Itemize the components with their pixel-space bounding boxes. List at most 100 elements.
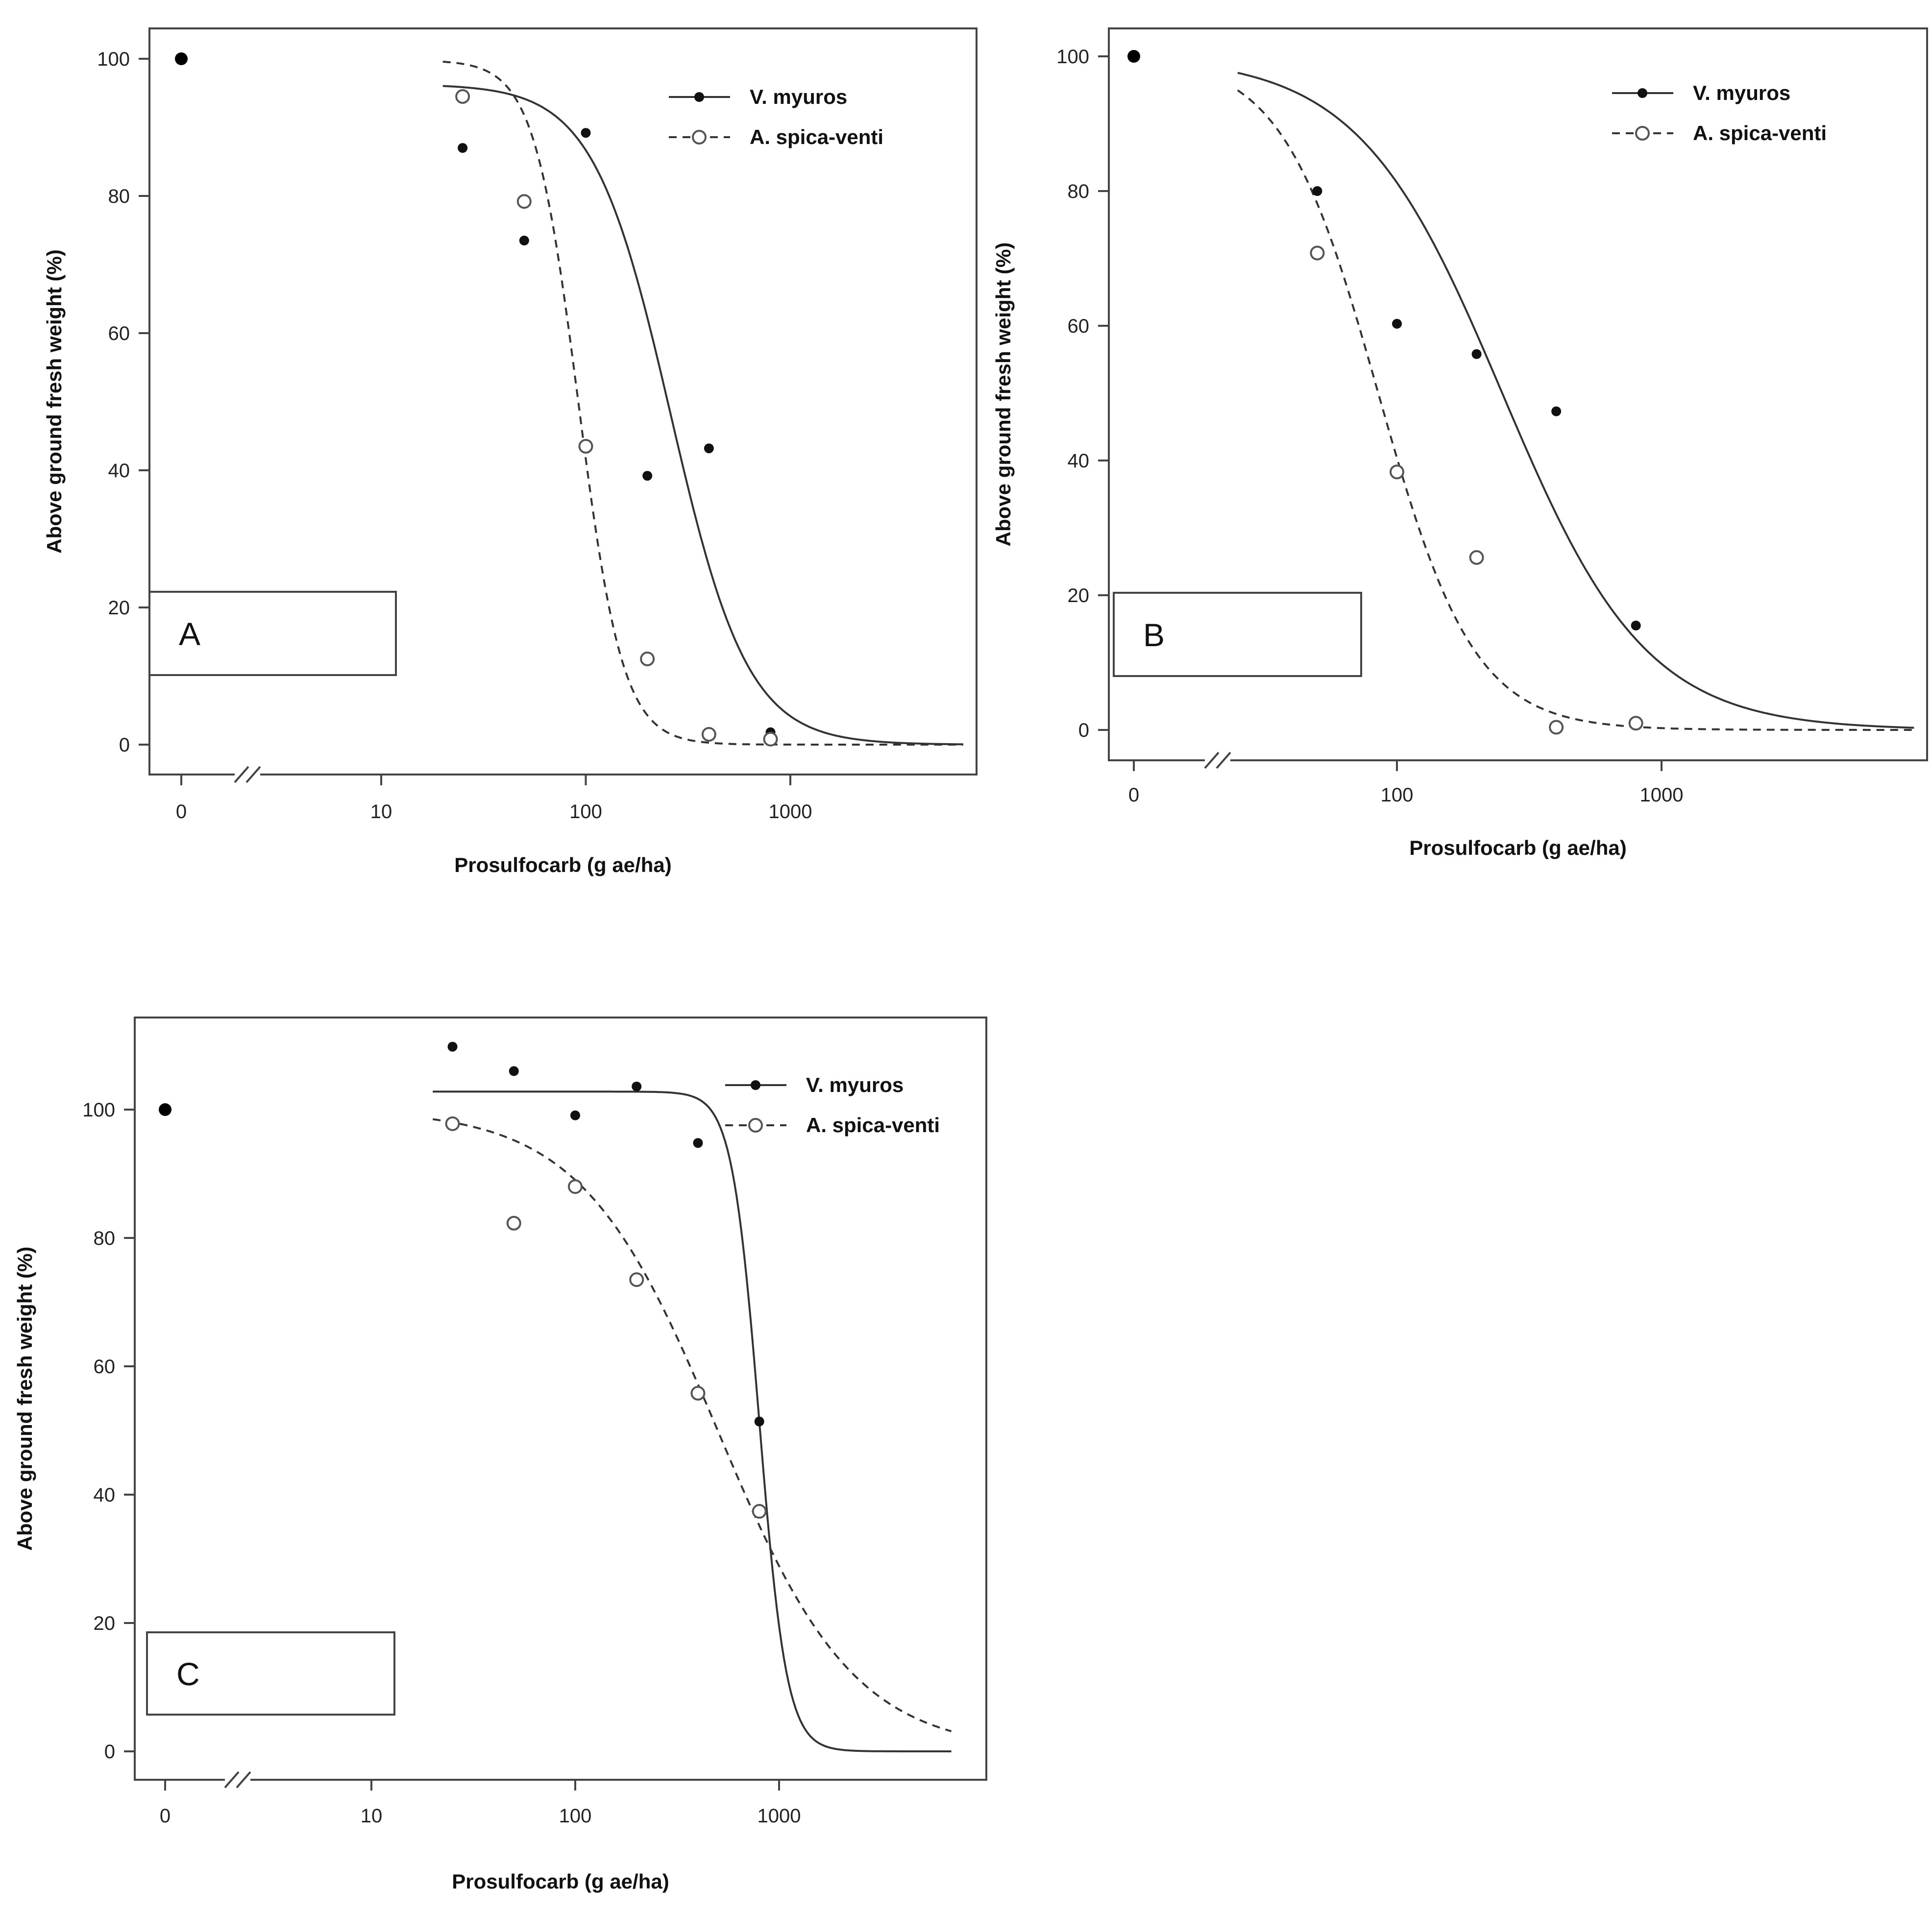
axis-break-stroke [224, 1771, 240, 1789]
myuros-data-point [632, 1081, 642, 1091]
legend-label: V. myuros [1693, 81, 1790, 104]
spica-venti-data-point [455, 89, 470, 104]
panel-label-box: B [1113, 592, 1362, 677]
x-tick-label: 100 [1381, 784, 1414, 806]
axis-break-mark [224, 1771, 251, 1789]
panel-label: A [179, 616, 200, 652]
myuros-data-point [704, 443, 714, 454]
legend: V. myuros A. spica-venti [1612, 81, 1827, 145]
spica-venti-fit-curve [442, 60, 963, 746]
myuros-fit-curve [433, 1090, 952, 1752]
myuros-data-point [570, 1110, 580, 1120]
y-tick-label: 20 [94, 1613, 116, 1634]
spica-venti-data-point [690, 1386, 706, 1401]
x-axis-title: Prosulfocarb (g ae/ha) [1409, 836, 1626, 859]
y-tick-label: 0 [119, 734, 130, 756]
axis-break-stroke [245, 766, 261, 783]
legend-marker [694, 92, 704, 102]
x-tick-label: 1000 [769, 801, 812, 823]
legend-label: A. spica-venti [750, 125, 883, 148]
myuros-data-point [1471, 349, 1482, 359]
y-tick-label: 40 [108, 460, 130, 482]
spica-venti-data-point [1628, 716, 1643, 731]
legend-marker [748, 1118, 763, 1133]
y-tick-label: 100 [82, 1099, 115, 1121]
y-tick-label: 20 [1068, 585, 1090, 606]
legend-marker [751, 1080, 760, 1090]
spica-venti-data-point [763, 731, 778, 747]
x-tick-label: 0 [160, 1805, 171, 1827]
panel-label-frame [148, 591, 397, 676]
x-tick-label: 0 [1128, 784, 1139, 806]
control-data-point [1127, 50, 1140, 63]
y-axis-title: Above ground fresh weight (%) [992, 242, 1015, 547]
spica-venti-data-point [1310, 245, 1325, 261]
spica-venti-data-point [445, 1116, 460, 1131]
x-tick-label: 100 [569, 801, 602, 823]
y-tick-label: 80 [94, 1228, 116, 1249]
x-tick-label: 10 [361, 1805, 383, 1827]
legend-marker [1635, 126, 1650, 141]
myuros-fit-curve [442, 85, 963, 746]
legend-label: V. myuros [806, 1073, 904, 1096]
y-tick-label: 60 [94, 1356, 116, 1378]
myuros-data-point [693, 1138, 703, 1148]
myuros-data-point [642, 471, 653, 481]
y-tick-label: 60 [108, 323, 130, 344]
axis-break-stroke [236, 1771, 251, 1789]
myuros-data-point [1551, 406, 1562, 416]
y-tick-label: 80 [108, 186, 130, 207]
spica-venti-data-point [568, 1179, 583, 1194]
spica-venti-data-point [516, 194, 532, 209]
y-tick-label: 100 [97, 48, 130, 70]
y-tick-label: 40 [1068, 450, 1090, 472]
y-tick-label: 20 [108, 597, 130, 619]
spica-venti-data-point [1469, 550, 1484, 565]
axis-break-stroke [1216, 751, 1231, 769]
x-tick-label: 1000 [758, 1805, 801, 1827]
x-axis-title: Prosulfocarb (g ae/ha) [452, 1870, 669, 1893]
spica-venti-data-point [578, 439, 593, 454]
control-data-point [175, 52, 188, 65]
panel-label: C [176, 1656, 200, 1692]
y-tick-label: 0 [1078, 720, 1089, 741]
myuros-data-point [1631, 620, 1641, 630]
myuros-data-point [581, 128, 591, 138]
axis-break-mark [1204, 751, 1231, 769]
panel-label: B [1143, 617, 1165, 653]
legend-marker [1638, 88, 1647, 98]
plot-frame [134, 1017, 987, 1781]
plot-frame [1108, 27, 1928, 761]
x-tick-label: 0 [176, 801, 187, 823]
spica-venti-data-point [1390, 464, 1404, 480]
spica-venti-data-point [701, 727, 716, 742]
y-axis-title: Above ground fresh weight (%) [13, 1247, 36, 1551]
x-axis-title: Prosulfocarb (g ae/ha) [454, 853, 671, 876]
y-tick-label: 100 [1056, 46, 1089, 68]
control-data-point [159, 1103, 171, 1116]
spica-venti-data-point [640, 652, 655, 666]
myuros-data-point [509, 1066, 519, 1076]
myuros-data-point [1392, 318, 1402, 329]
myuros-data-point [754, 1416, 764, 1427]
spica-venti-fit-curve [432, 1118, 952, 1732]
plot-frame [148, 27, 978, 775]
panel-label-box: C [146, 1631, 395, 1716]
legend: V. myuros A. spica-venti [669, 85, 883, 148]
x-tick-label: 10 [370, 801, 392, 823]
panel-label-frame [146, 1631, 395, 1716]
y-tick-label: 0 [104, 1741, 115, 1763]
spica-venti-data-point [506, 1215, 521, 1231]
myuros-data-point [447, 1042, 458, 1052]
panel-label-frame [1113, 592, 1362, 677]
panel-label-box: A [148, 591, 397, 676]
y-tick-label: 60 [1068, 315, 1090, 337]
legend-marker [692, 130, 707, 145]
spica-venti-data-point [752, 1504, 767, 1519]
myuros-data-point [1312, 186, 1322, 196]
myuros-fit-curve [1237, 72, 1914, 729]
